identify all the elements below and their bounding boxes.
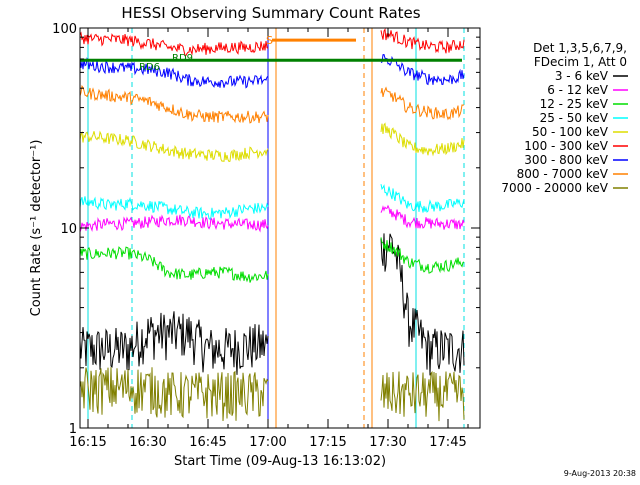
series-line-7-segment-1 — [79, 57, 269, 89]
series-line-6-segment-2 — [380, 28, 465, 54]
legend-entry-label: 50 - 100 keV — [532, 125, 609, 139]
legend-header-line-1: Det 1,3,5,6,7,9, — [533, 41, 627, 55]
x-tick-label: 17:00 — [249, 435, 286, 450]
x-tick-label: 16:30 — [129, 435, 166, 450]
series-line-9-segment-2 — [380, 370, 465, 422]
y-axis-ticks: 1 10 100 — [52, 22, 480, 437]
y-tick-label: 10 — [60, 222, 77, 237]
series-line-4-segment-1 — [79, 196, 269, 221]
series-line-2-segment-1 — [79, 214, 269, 233]
series-line-8-segment-2 — [380, 86, 465, 121]
series-line-4-segment-2 — [380, 184, 465, 213]
rd9-label: RD9 — [172, 53, 193, 64]
timestamp-label: 9-Aug-2013 20:38 — [564, 469, 636, 478]
saa-s-label: S — [266, 34, 273, 47]
series-line-1-segment-1 — [79, 311, 269, 375]
legend: Det 1,3,5,6,7,9, FDecim 1, Att 0 3 - 6 k… — [501, 41, 628, 195]
y-tick-label: 100 — [52, 22, 77, 37]
series-line-8-segment-1 — [79, 84, 269, 124]
rd6-label: RD6 — [139, 62, 160, 73]
series-line-9-segment-1 — [79, 367, 269, 422]
x-tick-label: 16:45 — [189, 435, 226, 450]
series-line-2-segment-2 — [380, 204, 465, 230]
legend-entry-label: 12 - 25 keV — [540, 97, 609, 111]
legend-entry-label: 800 - 7000 keV — [517, 167, 609, 181]
series-line-6-segment-1 — [79, 31, 269, 57]
x-tick-label: 17:30 — [369, 435, 406, 450]
legend-entry-label: 3 - 6 keV — [555, 69, 609, 83]
chart-marks — [79, 28, 465, 428]
series-line-1-segment-2 — [380, 233, 465, 376]
legend-entry-label: 7000 - 20000 keV — [501, 181, 608, 195]
series-line-5-segment-1 — [79, 130, 269, 163]
x-axis-label: Start Time (09-Aug-13 16:13:02) — [174, 454, 386, 469]
legend-entry-label: 300 - 800 keV — [524, 153, 608, 167]
legend-entry-label: 100 - 300 keV — [524, 139, 608, 153]
y-tick-label: 1 — [69, 422, 77, 437]
series-line-3-segment-1 — [79, 246, 269, 283]
series-line-5-segment-2 — [380, 122, 465, 157]
legend-header-line-2: FDecim 1, Att 0 — [534, 55, 627, 69]
x-axis-ticks: 16:15 16:30 16:45 17:00 17:15 17:30 17:45 — [69, 28, 469, 450]
x-tick-label: 16:15 — [69, 435, 106, 450]
legend-entry-label: 25 - 50 keV — [540, 111, 609, 125]
chart-title: HESSI Observing Summary Count Rates — [121, 4, 420, 22]
series-line-3-segment-2 — [380, 237, 465, 274]
legend-entry-label: 6 - 12 keV — [547, 83, 609, 97]
y-axis-label: Count Rate (s⁻¹ detector⁻¹) — [29, 140, 44, 317]
x-tick-label: 17:45 — [429, 435, 466, 450]
x-tick-label: 17:15 — [309, 435, 346, 450]
